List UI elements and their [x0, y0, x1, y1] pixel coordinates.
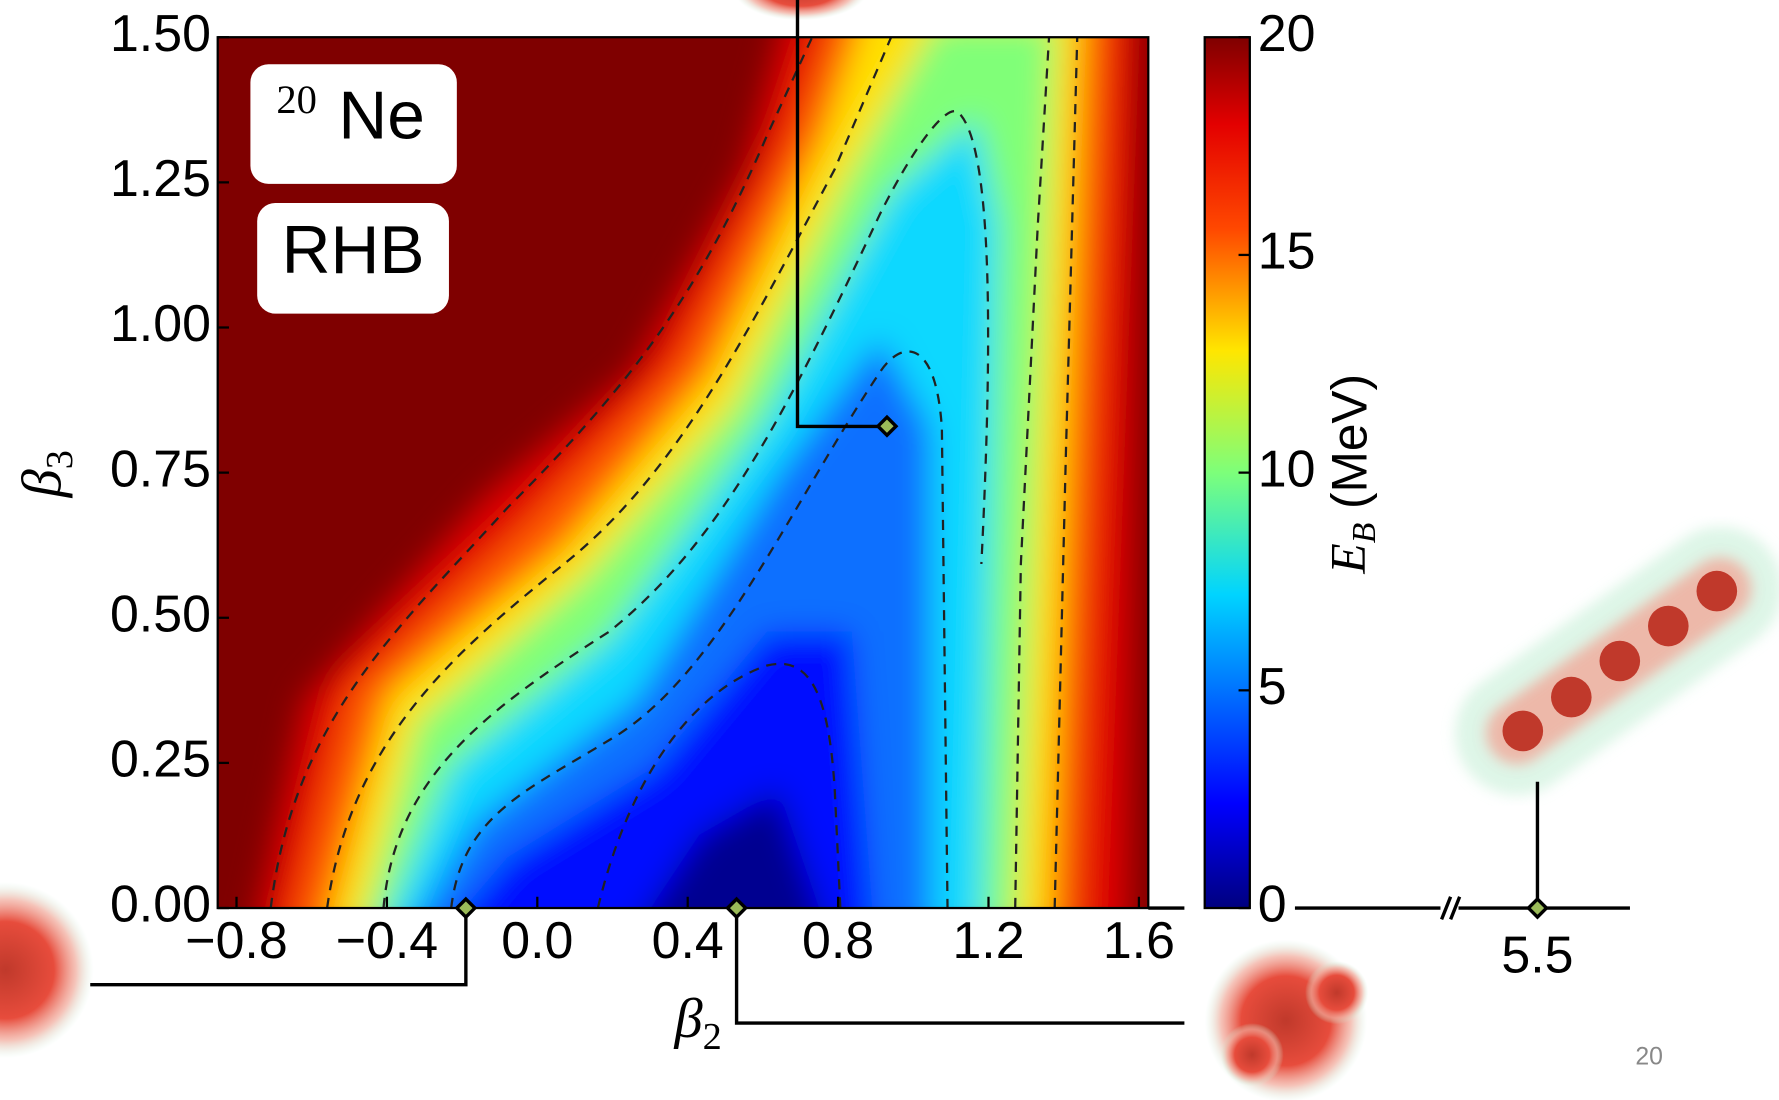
nucleus-image [1204, 939, 1369, 1100]
extended-tick-label: 5.5 [1501, 926, 1573, 984]
y-tick-label: 1.50 [110, 4, 211, 62]
y-tick-label: 0.00 [110, 875, 211, 933]
x-tick-label: 0.8 [802, 911, 874, 969]
nucleus-image [0, 882, 94, 1059]
model-label: RHB [282, 213, 425, 288]
colorbar-tick-label: 20 [1258, 4, 1316, 62]
nucleus-image [1455, 526, 1779, 796]
x-tick-label: 0.0 [501, 911, 573, 969]
y-tick-label: 0.75 [110, 439, 211, 497]
colorbar-tick-label: 10 [1258, 439, 1316, 497]
y-tick-label: 0.50 [110, 584, 211, 642]
colorbar-tick-label: 5 [1258, 657, 1287, 715]
x-tick-label: 0.4 [652, 911, 724, 969]
colorbar-tick-label: 0 [1258, 875, 1287, 933]
y-tick-label: 1.00 [110, 294, 211, 352]
colorbar-label: EB(MeV) [1321, 374, 1383, 575]
mass-number: 20 [276, 77, 317, 122]
heatmap [217, 37, 1149, 909]
y-tick-label: 0.25 [110, 730, 211, 788]
x-tick-label: 1.6 [1103, 911, 1175, 969]
x-tick-label: 1.2 [952, 911, 1024, 969]
page-number: 20 [1635, 1044, 1663, 1071]
x-axis-label: β2 [674, 988, 722, 1058]
contours [269, 37, 1079, 909]
label-box [257, 203, 449, 314]
y-tick-label: 1.25 [110, 149, 211, 207]
point [1526, 896, 1549, 920]
point [725, 896, 749, 920]
point [454, 896, 478, 920]
x-tick-label: −0.4 [336, 911, 438, 969]
nucleus-image [737, 0, 865, 21]
connectors [90, 0, 1630, 1025]
point [875, 414, 899, 438]
label-box [250, 64, 457, 184]
nucleus-symbol: Ne [338, 79, 425, 154]
colorbar-tick-label: 15 [1258, 222, 1316, 280]
x-tick-label: −0.8 [185, 911, 287, 969]
y-axis-label: β3 [11, 450, 81, 498]
